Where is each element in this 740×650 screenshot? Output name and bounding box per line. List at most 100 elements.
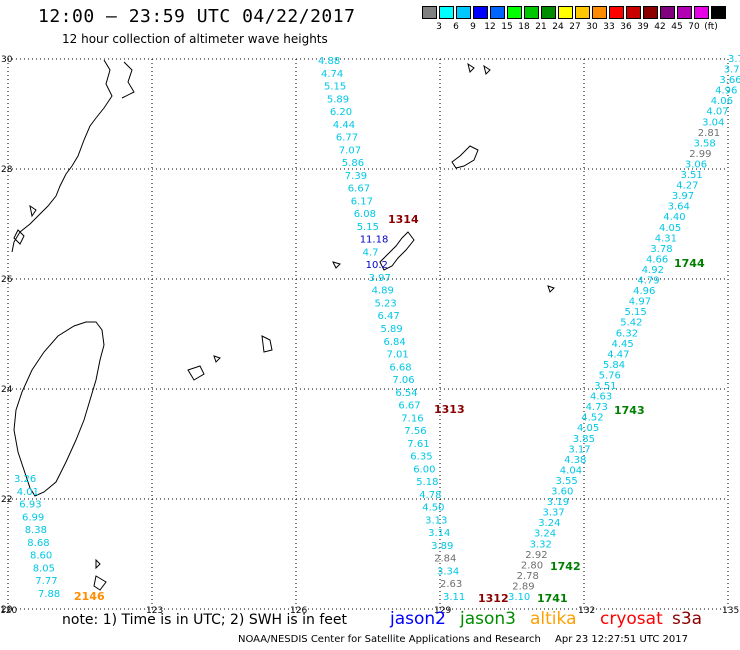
wave-height-value: 6.68 xyxy=(389,362,411,373)
wave-height-value: 6.32 xyxy=(616,328,638,339)
wave-height-value: 4.47 xyxy=(607,349,629,360)
wave-height-value: 3.78 xyxy=(650,244,672,255)
wave-height-value: 7.16 xyxy=(401,413,423,424)
color-scale-label: 3 xyxy=(436,22,442,32)
latitude-label: 28 xyxy=(1,165,13,175)
wave-height-value: 6.00 xyxy=(413,464,435,475)
wave-height-value: 4.06 xyxy=(711,96,733,107)
wave-height-value: 4.50 xyxy=(422,503,444,514)
color-scale-swatch xyxy=(524,6,539,19)
color-scale-swatch xyxy=(677,6,692,19)
longitude-label: 132 xyxy=(578,606,595,616)
wave-height-value: 6.99 xyxy=(22,512,44,523)
wave-height-value: 8.05 xyxy=(33,563,55,574)
color-scale-swatch xyxy=(439,6,454,19)
wave-height-value: 5.15 xyxy=(625,307,647,318)
color-scale-label: 30 xyxy=(586,22,598,32)
latitude-label: 20 xyxy=(1,605,13,615)
wave-height-value: 3.11 xyxy=(443,592,465,603)
axis-labels: 120 123 126 129 132 135 30 28 26 24 22 20 xyxy=(0,55,739,616)
footer-note: note: 1) Time is in UTC; 2) SWH is in fe… xyxy=(62,612,348,628)
latitude-label: 26 xyxy=(1,275,13,285)
wave-height-value: 7.39 xyxy=(345,171,367,182)
satellite-legend-s3a: s3a xyxy=(672,609,703,629)
color-scale-label: 45 xyxy=(671,22,683,32)
satellite-legend-cryosat: cryosat xyxy=(600,609,663,629)
wave-height-value: 3.24 xyxy=(534,529,556,540)
generated-timestamp: Apr 23 12:27:51 UTC 2017 xyxy=(555,634,688,645)
color-scale-label: 70 xyxy=(688,22,700,32)
color-scale-label: 6 xyxy=(453,22,459,32)
wave-height-value: 4.88 xyxy=(318,56,340,67)
island-small xyxy=(332,261,341,269)
kyushu-coastline xyxy=(11,59,113,253)
color-scale-swatch xyxy=(507,6,522,19)
wave-height-value: 6.35 xyxy=(410,452,432,463)
wave-height-value: 4.05 xyxy=(577,423,599,434)
wave-height-value: 3.66 xyxy=(719,75,740,86)
wave-height-value: 6.84 xyxy=(384,337,406,348)
wave-height-value: 4.01 xyxy=(17,487,39,498)
wave-height-value: 4.92 xyxy=(642,265,664,276)
wave-height-value: 4.05 xyxy=(659,223,681,234)
pass-time-label: 2146 xyxy=(74,590,105,603)
longitude-label: 135 xyxy=(722,606,739,616)
wave-height-value: 5.23 xyxy=(375,299,397,310)
color-scale-swatch xyxy=(643,6,658,19)
wave-height-value: 3.34 xyxy=(437,567,459,578)
wave-height-value: 2.78 xyxy=(517,571,539,582)
island-small xyxy=(547,285,555,293)
wave-height-value: 6.08 xyxy=(354,209,376,220)
wave-height-value: 4.73 xyxy=(586,402,608,413)
kyushu-coastline-2 xyxy=(121,61,135,99)
color-scale-label: 36 xyxy=(620,22,632,32)
wave-height-value: 3.14 xyxy=(428,528,450,539)
grid-lines xyxy=(7,58,729,610)
pass-time-label: 1314 xyxy=(388,213,419,226)
wave-height-value: 4.07 xyxy=(706,107,728,118)
color-scale-label: 9 xyxy=(470,22,476,32)
island-small xyxy=(93,575,107,591)
latitude-label: 30 xyxy=(1,55,13,65)
wave-height-value: 2.63 xyxy=(440,579,462,590)
color-scale-label: 33 xyxy=(603,22,615,32)
wave-height-value: 5.18 xyxy=(416,477,438,488)
color-scale-swatch xyxy=(473,6,488,19)
wave-height-value: 4.96 xyxy=(715,86,737,97)
wave-height-value: 3.97 xyxy=(672,191,694,202)
wave-height-value: 4.96 xyxy=(633,286,655,297)
wave-height-value: 3.06 xyxy=(685,160,707,171)
wave-height-value: 7.61 xyxy=(407,439,429,450)
wave-height-value: 3.7 xyxy=(724,65,740,76)
color-scale-label: 27 xyxy=(569,22,581,32)
pass-time-label: 1313 xyxy=(434,403,465,416)
map-title: 12:00 – 23:59 UTC 04/22/2017 xyxy=(38,6,356,27)
wave-height-value: 3.89 xyxy=(431,541,453,552)
wave-height-value: 2.80 xyxy=(521,560,543,571)
wave-height-value: 3.58 xyxy=(694,138,716,149)
wave-height-value: 4.38 xyxy=(564,455,586,466)
okinawa-coastline xyxy=(379,231,415,271)
wave-height-value: 10.2 xyxy=(366,260,388,271)
wave-height-value: 6.20 xyxy=(330,107,352,118)
ishigaki-coastline xyxy=(187,365,205,381)
wave-height-value: 6.47 xyxy=(378,311,400,322)
wave-height-value: 3.19 xyxy=(547,497,569,508)
wave-height-value: 3.64 xyxy=(668,202,690,213)
color-scale-swatch xyxy=(609,6,624,19)
wave-height-value: 6.17 xyxy=(351,196,373,207)
wave-height-value: 6.93 xyxy=(19,500,41,511)
taiwan-coastline xyxy=(13,321,105,497)
wave-height-value: 2.92 xyxy=(525,550,547,561)
color-scale-swatch xyxy=(490,6,505,19)
wave-height-value: 8.68 xyxy=(27,538,49,549)
longitude-label: 123 xyxy=(146,606,163,616)
wave-height-value: 2.89 xyxy=(512,582,534,593)
color-scale-swatch xyxy=(422,6,437,19)
pass-time-label: 1743 xyxy=(614,404,645,417)
island-small xyxy=(13,229,25,245)
land-outlines xyxy=(11,59,555,591)
pass-time-label: 1742 xyxy=(550,560,581,573)
color-scale-label: (ft) xyxy=(704,22,718,32)
wave-height-value: 5.76 xyxy=(599,371,621,382)
